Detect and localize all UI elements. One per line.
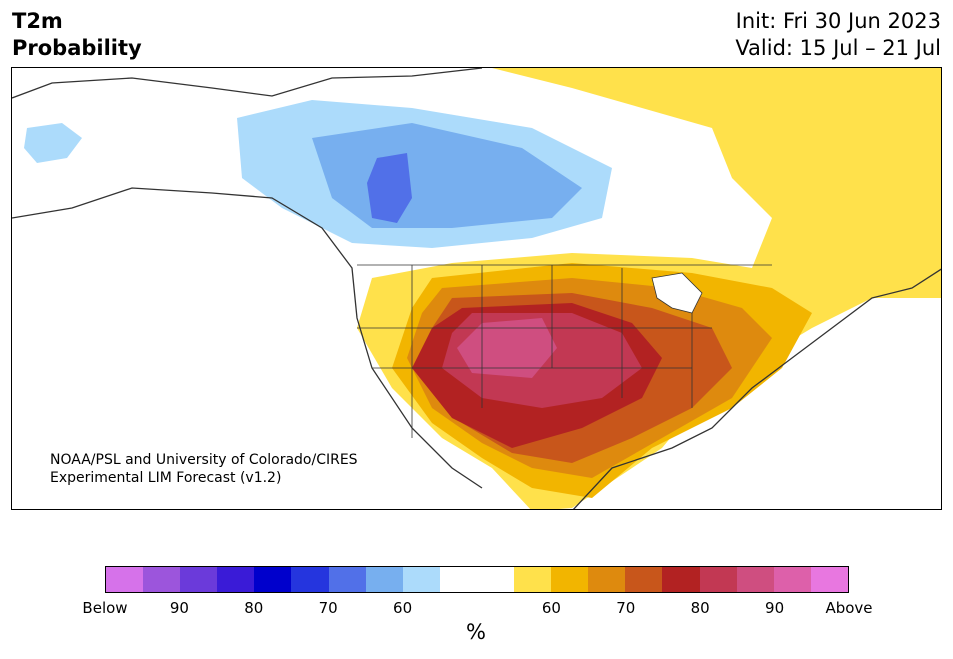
init-date: Init: Fri 30 Jun 2023: [735, 9, 941, 33]
probability-map: [12, 68, 941, 509]
map-title: T2m Probability: [12, 8, 142, 62]
state-borders: [357, 264, 772, 438]
credit-line-1: NOAA/PSL and University of Colorado/CIRE…: [50, 452, 358, 468]
colorbar-tick-label: Below: [82, 599, 128, 617]
colorbar-tick-label: 80: [690, 599, 710, 617]
colorbar-swatch: [217, 567, 255, 592]
colorbar-tick-label: 60: [541, 599, 561, 617]
colorbar-swatch: [551, 567, 589, 592]
colorbar-tick-label: 70: [616, 599, 636, 617]
colorbar-tick-label: Above: [825, 599, 873, 617]
colorbar-swatch: [736, 567, 774, 592]
colorbar-tick-label: 80: [244, 599, 264, 617]
colorbar-swatch: [143, 567, 181, 592]
colorbar-swatch: [773, 567, 811, 592]
colorbar-tick-label: 70: [318, 599, 338, 617]
credit-line-2: Experimental LIM Forecast (v1.2): [50, 470, 282, 486]
great-lakes: [651, 272, 703, 314]
colorbar-swatch: [106, 567, 144, 592]
colorbar: [105, 566, 849, 593]
colorbar-swatch: [625, 567, 663, 592]
title-line-2: Probability: [12, 36, 142, 60]
colorbar-swatch: [514, 567, 552, 592]
map-panel: NOAA/PSL and University of Colorado/CIRE…: [11, 67, 942, 510]
colorbar-swatch: [439, 567, 477, 592]
title-line-1: T2m: [12, 9, 63, 33]
colorbar-swatch: [254, 567, 292, 592]
colorbar-swatch: [588, 567, 626, 592]
colorbar-swatch: [476, 567, 515, 592]
colorbar-swatch: [402, 567, 440, 592]
cold-region-65: [367, 153, 412, 223]
colorbar-swatch: [291, 567, 329, 592]
colorbar-tick-label: 60: [393, 599, 413, 617]
valid-range: Valid: 15 Jul – 21 Jul: [735, 36, 941, 60]
colorbar-swatch: [810, 567, 848, 592]
colorbar-tick-label: 90: [169, 599, 189, 617]
colorbar-swatch: [662, 567, 700, 592]
forecast-dates: Init: Fri 30 Jun 2023 Valid: 15 Jul – 21…: [735, 8, 941, 62]
colorbar-tick-label: 90: [765, 599, 785, 617]
colorbar-swatch: [328, 567, 366, 592]
colorbar-swatch: [180, 567, 218, 592]
colorbar-unit: %: [466, 620, 486, 644]
coastline: [12, 68, 941, 509]
colorbar-swatch: [365, 567, 403, 592]
credit-text: NOAA/PSL and University of Colorado/CIRE…: [50, 451, 358, 487]
cold-region-alaska: [24, 123, 82, 163]
colorbar-swatch: [699, 567, 737, 592]
